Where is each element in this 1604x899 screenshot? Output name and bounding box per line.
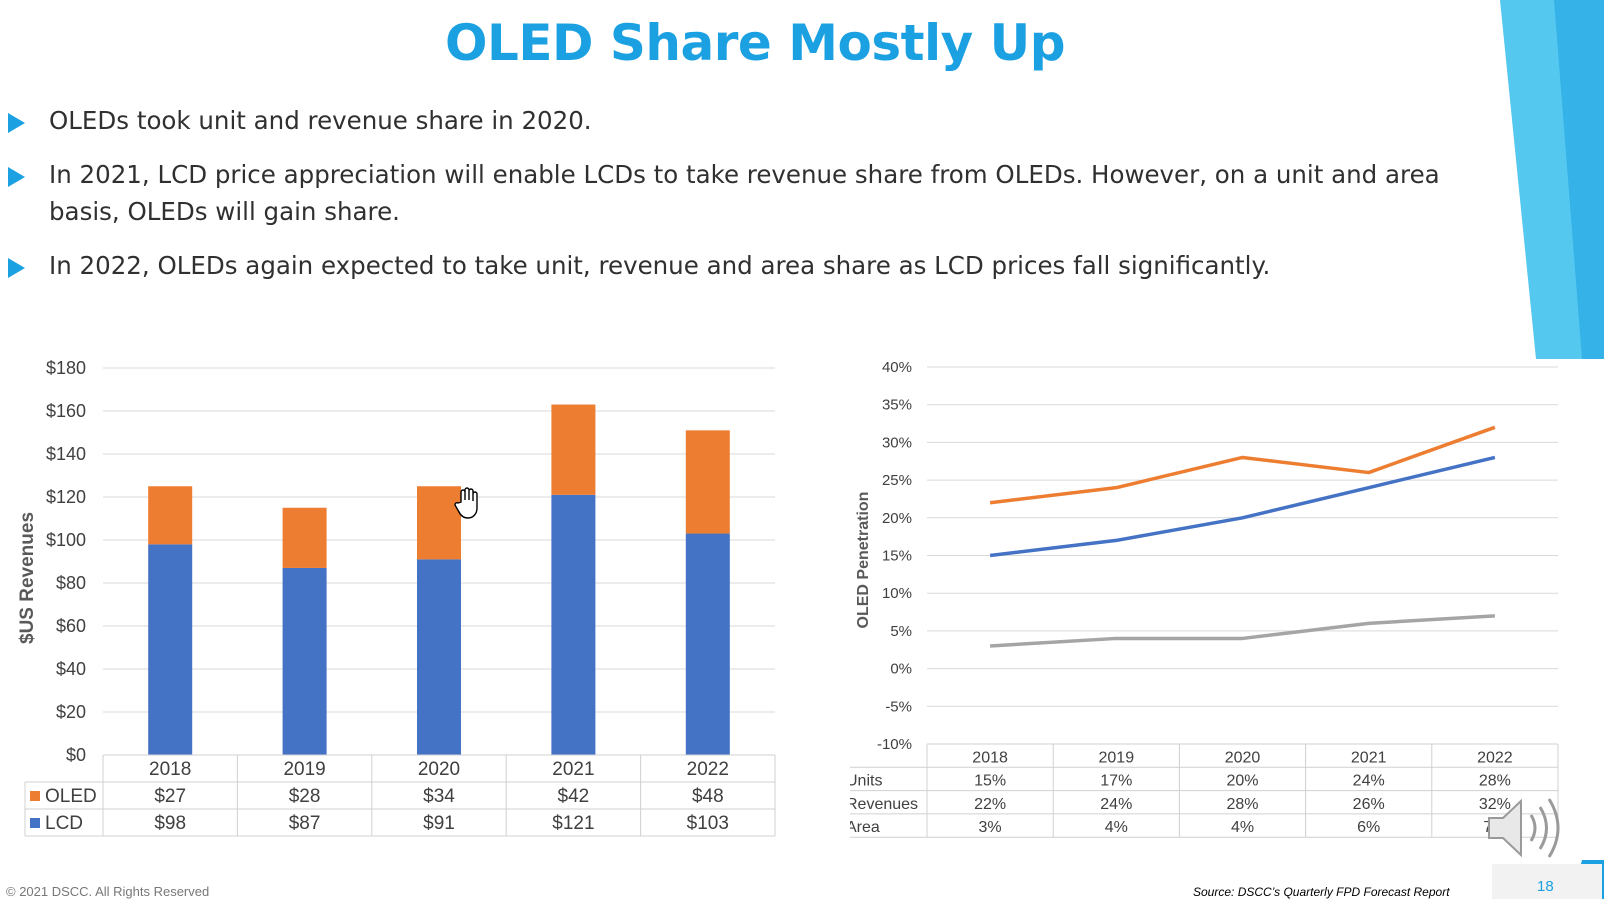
- y-tick-label: $60: [56, 616, 86, 636]
- y-tick-label: $0: [66, 745, 86, 765]
- page-number: 18: [1537, 878, 1554, 895]
- data-table-cell: $103: [687, 813, 729, 834]
- y-tick-label: 15%: [882, 548, 912, 565]
- copyright-text: © 2021 DSCC. All Rights Reserved: [6, 884, 210, 899]
- y-tick-label: 0%: [890, 661, 912, 678]
- y-tick-label: 40%: [882, 360, 912, 376]
- data-table-cell: $87: [289, 813, 321, 834]
- y-tick-label: $160: [46, 401, 86, 421]
- hand-cursor-icon: [454, 487, 478, 519]
- bar-segment-oled: [417, 486, 461, 560]
- y-tick-label: $180: [46, 360, 86, 378]
- revenue-bar-chart: $0 $20 $40 $60 $80 $100 $120 $140 $160 $180 2018 2…: [17, 360, 776, 837]
- x-tick-label: 2019: [283, 759, 325, 780]
- y-tick-label: 20%: [882, 510, 912, 527]
- x-tick-label: 2021: [1351, 749, 1387, 766]
- data-table-cell: 4%: [1105, 819, 1128, 836]
- data-table-cell: 17%: [1100, 773, 1132, 790]
- x-tick-label: 2021: [552, 759, 594, 780]
- data-table-cell: $121: [552, 813, 594, 834]
- x-tick-label: 2020: [418, 759, 460, 780]
- bullet-list: OLEDs took unit and revenue share in 202…: [8, 102, 1478, 301]
- bullet-triangle-icon: [8, 113, 25, 133]
- data-table-cell: $34: [423, 786, 455, 807]
- bullet-text: OLEDs took unit and revenue share in 202…: [49, 106, 592, 135]
- data-table-cell: $28: [289, 786, 321, 807]
- y-tick-label: 25%: [882, 472, 912, 489]
- data-table-cell: 15%: [974, 773, 1006, 790]
- x-tick-label: 2019: [1099, 749, 1135, 766]
- bar-segment-oled: [685, 430, 730, 534]
- bullet-text: In 2022, OLEDs again expected to take un…: [49, 251, 1271, 280]
- y-tick-label: 35%: [882, 397, 912, 414]
- y-tick-label: -5%: [885, 698, 912, 715]
- bullet-item: OLEDs took unit and revenue share in 202…: [8, 102, 1478, 139]
- y-axis-label: $US Revenues: [17, 512, 38, 644]
- x-tick-label: 2022: [1477, 749, 1513, 766]
- row-label: Revenues: [850, 796, 918, 813]
- bullet-item: In 2022, OLEDs again expected to take un…: [8, 247, 1478, 284]
- x-tick-label: 2020: [1225, 749, 1261, 766]
- bar-segment-oled: [148, 486, 193, 545]
- legend-label: LCD: [45, 813, 83, 834]
- data-table-cell: $98: [154, 813, 186, 834]
- data-table-cell: 24%: [1100, 796, 1132, 813]
- row-label: Units: [850, 773, 882, 790]
- data-table-cell: $91: [423, 813, 455, 834]
- data-table-cell: $42: [558, 786, 590, 807]
- data-table-cell: 20%: [1226, 773, 1258, 790]
- bar-segment-lcd: [282, 567, 327, 755]
- data-table-cell: 24%: [1353, 773, 1385, 790]
- x-tick-label: 2018: [972, 749, 1008, 766]
- bar-segment-lcd: [148, 544, 193, 755]
- series-line-units: [989, 455, 1496, 558]
- data-table-cell: 4%: [1231, 819, 1254, 836]
- x-tick-label: 2018: [149, 759, 191, 780]
- y-tick-label: $80: [56, 573, 86, 593]
- y-tick-label: 10%: [882, 585, 912, 602]
- data-table-cell: 22%: [974, 796, 1006, 813]
- data-table-cell: $27: [154, 786, 186, 807]
- bar-segment-oled: [282, 507, 327, 568]
- decorative-side-shapes: [1492, 0, 1604, 899]
- x-tick-label: 2022: [687, 759, 729, 780]
- data-table-cell: 28%: [1479, 773, 1511, 790]
- data-table-cell: $48: [692, 786, 724, 807]
- bar-segment-oled: [551, 404, 596, 495]
- series-line-revenues: [989, 425, 1496, 505]
- y-tick-label: -10%: [877, 736, 912, 753]
- y-tick-label: $40: [56, 659, 86, 679]
- legend-label: OLED: [45, 786, 97, 807]
- bar-segment-lcd: [417, 559, 461, 755]
- y-tick-label: 5%: [890, 623, 912, 640]
- y-axis-label: OLED Penetration: [855, 492, 872, 629]
- data-table-cell: 32%: [1479, 796, 1511, 813]
- y-tick-label: $100: [46, 530, 86, 550]
- legend-key-lcd: [30, 818, 40, 828]
- bullet-text: In 2021, LCD price appreciation will ena…: [49, 160, 1440, 226]
- y-tick-label: 30%: [882, 434, 912, 451]
- bar-segment-lcd: [551, 494, 596, 755]
- y-tick-label: $120: [46, 487, 86, 507]
- bar-segment-lcd: [685, 533, 730, 755]
- data-table-cell: 3%: [979, 819, 1002, 836]
- data-table-cell: 28%: [1226, 796, 1258, 813]
- y-tick-label: $20: [56, 702, 86, 722]
- y-tick-label: $140: [46, 444, 86, 464]
- bullet-item: In 2021, LCD price appreciation will ena…: [8, 156, 1478, 230]
- audio-speaker-icon[interactable]: [1485, 793, 1580, 863]
- penetration-line-chart: -10% -5% 0% 5% 10% 15% 20% 25% 30% 35% 40% 2018 201…: [850, 360, 1559, 838]
- legend-key-oled: [30, 791, 40, 801]
- bullet-triangle-icon: [8, 258, 25, 278]
- data-table-cell: 26%: [1353, 796, 1385, 813]
- data-table-cell: 6%: [1357, 819, 1380, 836]
- bullet-triangle-icon: [8, 167, 25, 187]
- slide-title: OLED Share Mostly Up: [444, 14, 1066, 72]
- row-label: Area: [850, 819, 880, 836]
- source-note: Source: DSCC’s Quarterly FPD Forecast Re…: [1193, 885, 1450, 899]
- series-line-area: [989, 614, 1496, 648]
